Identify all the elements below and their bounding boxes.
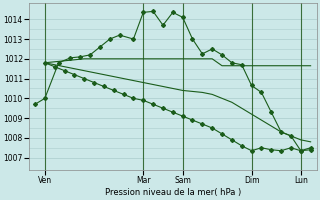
X-axis label: Pression niveau de la mer( hPa ): Pression niveau de la mer( hPa ) xyxy=(105,188,241,197)
